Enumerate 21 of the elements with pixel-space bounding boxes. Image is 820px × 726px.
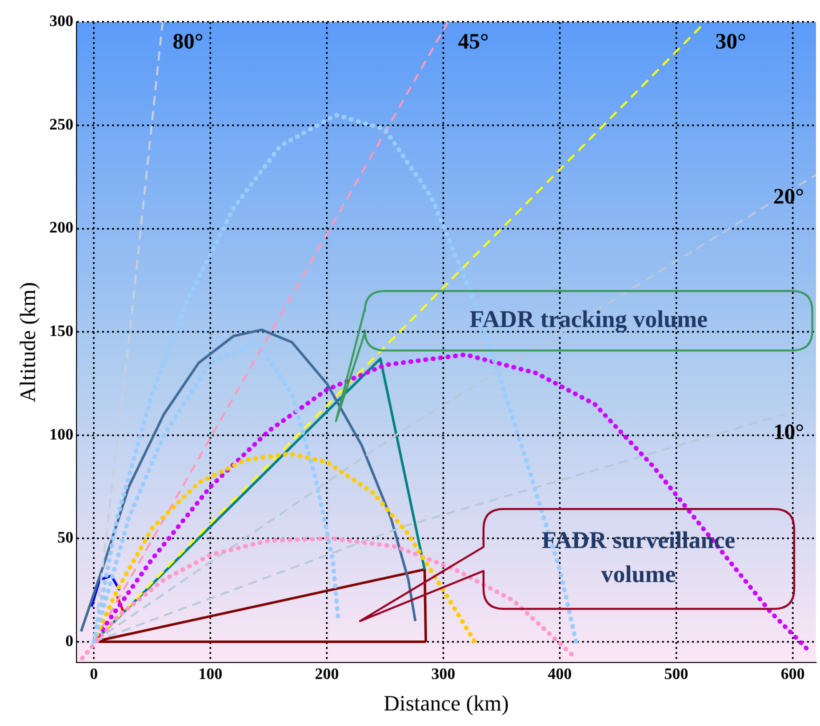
y-tick-label: 100 xyxy=(49,426,74,444)
series-label: 30° xyxy=(715,28,746,54)
x-tick-label: 300 xyxy=(431,666,456,684)
annotation: FADR tracking volume xyxy=(469,306,708,335)
series-label: 80° xyxy=(172,28,204,54)
y-tick-label: 150 xyxy=(49,323,74,340)
x-tick-label: 0 xyxy=(90,666,98,684)
y-tick-label: 50 xyxy=(57,530,74,547)
series-label: 45° xyxy=(458,28,489,54)
x-tick-label: 100 xyxy=(198,666,222,684)
x-tick-label: 200 xyxy=(314,666,339,684)
x-tick-label: 400 xyxy=(548,666,572,684)
y-tick-label: 200 xyxy=(49,220,74,237)
y-tick-label: 300 xyxy=(49,13,74,30)
y-tick-label: 250 xyxy=(49,116,74,134)
x-tick-label: 500 xyxy=(664,666,688,684)
x-tick-label: 600 xyxy=(780,666,805,684)
series-label: 20° xyxy=(773,184,804,209)
x-axis-title: Distance (km) xyxy=(384,690,509,716)
y-tick-label: 0 xyxy=(65,632,74,650)
y-axis-title: Altitude (km) xyxy=(14,282,40,402)
